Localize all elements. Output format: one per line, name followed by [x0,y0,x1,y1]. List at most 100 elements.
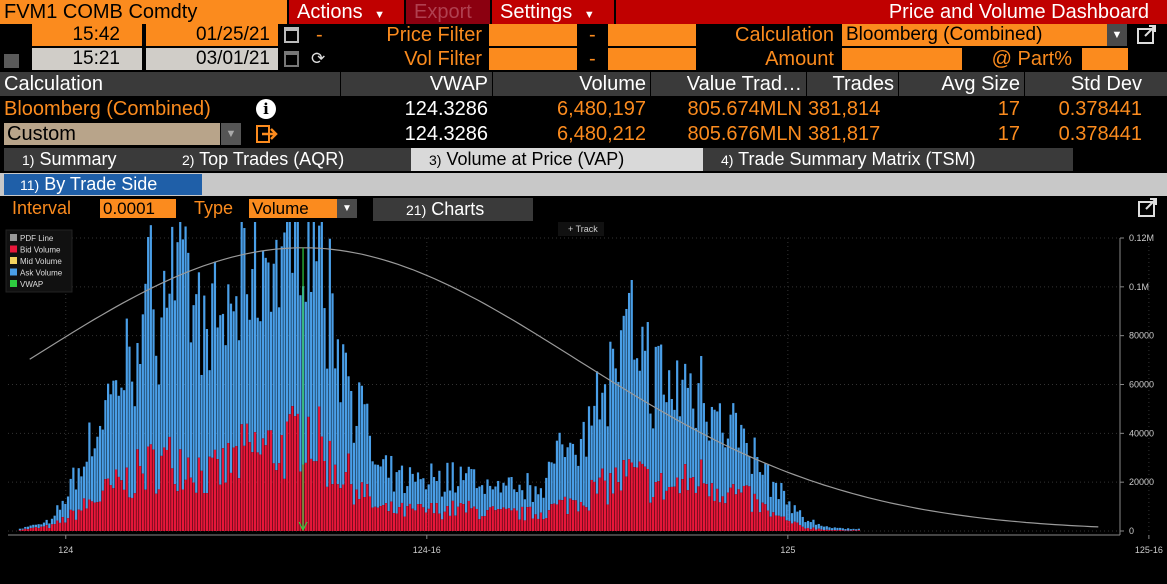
start-date-field[interactable]: 01/25/21 [146,24,278,46]
col-vwap[interactable]: VWAP [340,72,490,96]
bid-volume-bar [168,436,171,531]
type-dropdown-arrow[interactable]: ▼ [337,199,357,218]
ask-volume-bar [732,403,735,485]
bid-volume-bar [187,457,190,531]
bid-volume-bar [326,486,329,531]
bid-volume-bar [603,480,607,531]
bid-volume-bar [804,528,807,531]
table-row[interactable]: Bloomberg (Combined) i 124.3286 6,480,19… [0,97,1167,121]
tab-trade-summary-matrix[interactable]: 4) Trade Summary Matrix (TSM) [703,148,1073,171]
bid-volume-bar [440,519,444,531]
vol-filter-from[interactable] [489,48,577,70]
bid-volume-bar [339,488,342,531]
y-tick-label: 20000 [1129,477,1154,487]
calendar-icon[interactable] [284,27,299,43]
type-label: Type [194,198,234,218]
ask-volume-bar [32,524,35,528]
col-volume[interactable]: Volume [492,72,648,96]
tab-summary[interactable]: 1) Summary [4,148,177,171]
calculation-select[interactable]: Bloomberg (Combined) [842,24,1108,46]
col-trades[interactable]: Trades [806,72,896,96]
ask-volume-bar [590,425,593,480]
end-date-field[interactable]: 03/01/21 [146,48,278,70]
tab-top-trades[interactable]: 2) Top Trades (AQR) [164,148,424,171]
export-menu[interactable]: Export [406,0,490,24]
calendar-icon[interactable] [284,51,299,67]
ask-volume-bar [553,463,556,504]
legend-label: Ask Volume [20,269,63,278]
ticker-field[interactable]: FVM1 COMB Comdty [0,0,287,24]
settings-menu[interactable]: Settings ▼ [492,0,614,24]
custom-dropdown-arrow[interactable]: ▼ [221,123,241,145]
bid-volume-bar [732,484,735,531]
calculation-dropdown-arrow[interactable]: ▼ [1107,24,1127,46]
bid-volume-bar [756,499,759,531]
col-avg-size[interactable]: Avg Size [898,72,1022,96]
col-calculation[interactable]: Calculation [4,73,103,95]
track-label: + Track [568,224,598,234]
bid-volume-bar [115,469,118,531]
ask-volume-bar [144,283,147,490]
expand-icon[interactable] [1136,25,1158,45]
ask-volume-bar [852,528,855,531]
bid-volume-bar [817,528,820,531]
bid-volume-bar [625,476,628,531]
tab-volume-at-price[interactable]: 3) Volume at Price (VAP) [411,148,716,171]
ask-volume-bar [753,437,756,494]
bid-volume-bar [32,527,35,531]
ask-volume-bar [69,478,72,510]
ask-volume-bar [237,340,241,479]
bid-volume-bar [219,484,222,531]
ask-volume-bar [446,462,449,507]
volume-at-price-chart[interactable]: 0 20000 40000 60000 80000 0.1M 0.12M 124 124-16 1… [0,76,1167,579]
actions-menu[interactable]: Actions ▼ [289,0,404,24]
ask-volume-bar [253,191,257,433]
bid-volume-bar [764,504,767,531]
table-row[interactable]: Custom ▼ 124.3286 6,480,212 805.676MLN 3… [0,122,1167,146]
apply-arrow-icon[interactable] [256,125,278,143]
type-select[interactable]: Volume [249,199,337,218]
ask-volume-bar [798,510,802,525]
bid-volume-bar [847,530,850,532]
table-header-row [0,72,1167,96]
subtab-by-trade-side[interactable]: 11) By Trade Side [4,174,202,195]
chart-expand-icon[interactable] [1137,198,1159,218]
ask-volume-bar [352,442,355,505]
ask-volume-bar [382,459,385,506]
ask-volume-bar [326,368,329,487]
refresh-icon[interactable]: ⟳ [311,49,326,68]
vol-filter-to[interactable] [608,48,696,70]
ask-volume-bar [334,368,337,465]
info-icon[interactable]: i [256,99,276,119]
ask-volume-bar [494,486,497,511]
bid-volume-bar [555,504,559,531]
ask-volume-bar [539,488,543,513]
ask-volume-bar [104,400,107,480]
end-time-field[interactable]: 15:21 [32,48,142,70]
ask-volume-bar [459,466,462,504]
ask-volume-bar [374,464,377,507]
charts-button[interactable]: 21) Charts [373,198,533,221]
bid-volume-bar [491,506,494,531]
part-field[interactable] [1082,48,1128,70]
amount-field[interactable] [842,48,962,70]
part-label: @ Part% [991,48,1072,70]
custom-calc-select[interactable]: Custom [4,123,220,145]
bid-volume-bar [98,501,102,531]
ask-volume-bar [489,485,492,508]
ask-volume-bar [50,518,54,525]
end-row-checkbox[interactable] [4,54,19,68]
ask-volume-bar [101,429,104,491]
ask-volume-bar [24,526,27,529]
interval-field[interactable]: 0.0001 [100,199,176,218]
start-time-field[interactable]: 15:42 [32,24,142,46]
price-filter-from[interactable] [489,24,577,46]
col-std-dev[interactable]: Std Dev [1024,72,1144,96]
chart-svg[interactable]: 0 20000 40000 60000 80000 0.1M 0.12M 124 124-16 1… [0,76,1167,579]
amount-label: Amount [765,48,834,70]
calculation-label: Calculation [735,24,834,46]
ask-volume-bar [200,374,203,471]
ask-volume-bar [625,308,628,477]
col-value-traded[interactable]: Value Trad… [650,72,804,96]
price-filter-to[interactable] [608,24,696,46]
